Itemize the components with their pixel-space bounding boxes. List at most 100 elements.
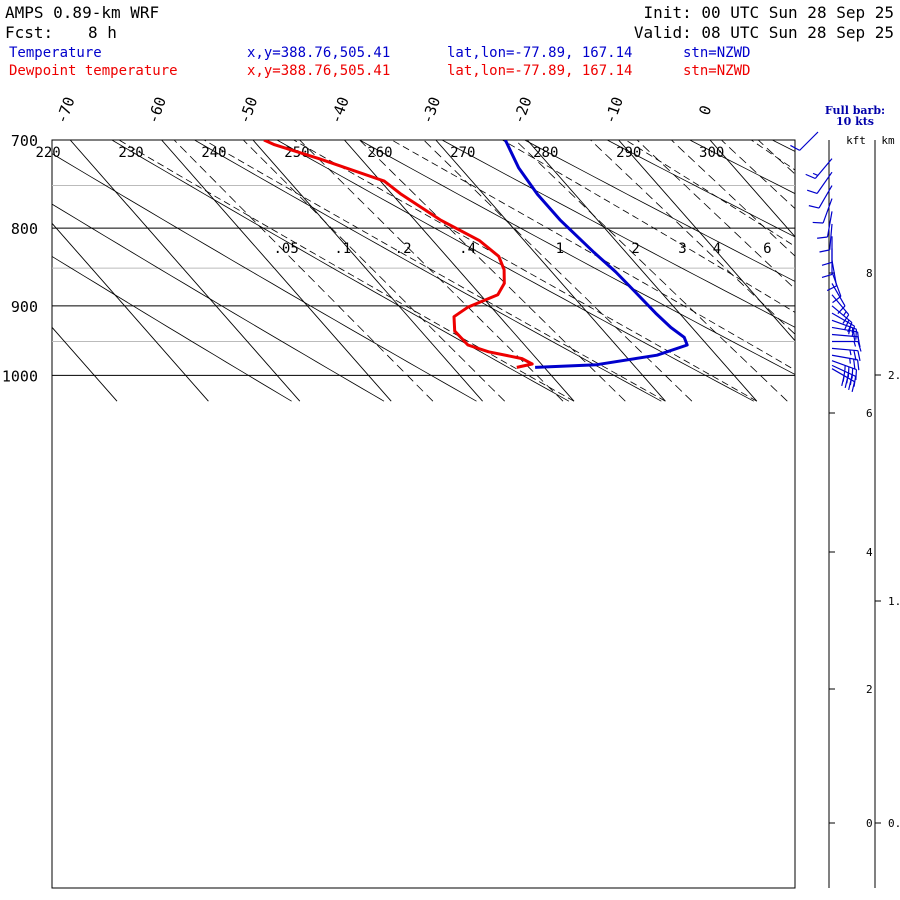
wind-barb [808, 185, 833, 209]
isotherm-label: -40 [327, 94, 353, 126]
wind-barb [831, 294, 850, 324]
wind-barb [805, 158, 833, 180]
isotherm-line [709, 140, 795, 238]
barb-half-flag [849, 358, 851, 364]
barb-staff [814, 158, 833, 179]
mixing-ratio-label: 4 [713, 241, 721, 257]
barb-key-line2: 10 kts [836, 115, 874, 128]
mixing-ratio-line [359, 140, 626, 402]
km-unit-label: km [881, 134, 895, 147]
barb-flag [857, 350, 861, 362]
kft-tick-label: 0 [866, 817, 873, 830]
barb-flag [847, 366, 850, 378]
legend-dewpoint-station: stn=NZWD [683, 63, 751, 79]
legend-dewpoint-latlon: lat,lon=-77.89, 167.14 [447, 63, 633, 79]
barb-half-flag [812, 172, 819, 176]
barb-staff [816, 171, 833, 194]
wind-barb [831, 347, 861, 362]
dry-adiabat-line [359, 140, 795, 375]
barb-staff [829, 223, 833, 250]
kft-unit-label: kft [846, 134, 866, 147]
barb-flag [808, 205, 820, 209]
valid-time: Valid: 08 UTC Sun 28 Sep 25 [633, 23, 894, 42]
barb-flag [819, 249, 830, 253]
isotherm-line [618, 140, 795, 342]
dry-adiabat-label: 220 [35, 145, 60, 161]
barb-flag [821, 261, 833, 266]
moist-adiabat-line [869, 140, 900, 401]
barb-staff [831, 360, 857, 371]
isotherm-label: -60 [144, 94, 170, 126]
barb-staff [826, 211, 833, 238]
dry-adiabat-line [689, 140, 795, 195]
barb-key-icon [790, 131, 819, 151]
mixing-ratio-label: .1 [334, 241, 351, 257]
mixing-ratio-line [515, 140, 788, 402]
barb-flag [855, 329, 858, 340]
legend-dewpoint-name: Dewpoint temperature [9, 63, 178, 79]
barb-flag [857, 331, 860, 343]
barb-staff [831, 294, 850, 316]
legend-temperature-latlon: lat,lon=-77.89, 167.14 [447, 45, 633, 61]
isotherm-label: -70 [52, 94, 78, 126]
barb-key-line1: Full barb: [825, 104, 885, 117]
moist-adiabat-line [118, 140, 575, 402]
mixing-ratio-label: 3 [678, 241, 686, 257]
barb-flag [821, 273, 833, 278]
barb-half-flag [853, 341, 857, 347]
barb-flag [832, 295, 842, 304]
dewpoint-profile-line [263, 140, 534, 369]
barb-staff [831, 333, 858, 338]
legend-temperature-xy: x,y=388.76,505.41 [247, 45, 391, 61]
dry-adiabat-label: 290 [616, 145, 641, 161]
mixing-ratio-line [423, 140, 693, 402]
barb-flag [855, 369, 858, 381]
barb-flag [805, 173, 816, 180]
kft-tick-label: 6 [866, 407, 873, 420]
dry-adiabat-line [607, 140, 795, 238]
init-time: Init: 00 UTC Sun 28 Sep 25 [643, 3, 894, 22]
isotherm-line [526, 140, 758, 402]
dry-adiabat-line [52, 255, 292, 402]
moist-adiabat-line [203, 140, 666, 402]
barb-half-flag [853, 331, 855, 337]
pressure-tick-label: 900 [11, 298, 38, 316]
pressure-tick-label: 1000 [2, 367, 38, 385]
temperature-profile-line [503, 140, 689, 369]
dry-adiabat-line [524, 140, 795, 282]
isotherm-label: -10 [601, 94, 627, 126]
dry-adiabat-line [441, 140, 795, 328]
wind-barb [819, 223, 833, 253]
barb-flag [790, 144, 800, 151]
wind-barb [821, 236, 833, 266]
kft-tick-label: 8 [866, 267, 873, 280]
forecast-value: 8 h [88, 23, 117, 42]
barb-flag [853, 350, 857, 361]
barb-flag [847, 322, 853, 333]
dry-adiabat-label: 240 [201, 145, 226, 161]
barb-staff [831, 354, 858, 361]
forecast-label: Fcst: [5, 23, 54, 42]
barb-half-flag [849, 349, 852, 356]
wind-barb [831, 305, 853, 333]
barb-staff [831, 319, 857, 330]
mixing-ratio-label: 6 [763, 241, 771, 257]
isotherm-line [0, 140, 26, 401]
moist-adiabat-line [502, 140, 795, 313]
barb-flag [853, 358, 856, 370]
model-title: AMPS 0.89-km WRF [5, 3, 160, 22]
kft-tick-label: 4 [866, 546, 873, 559]
dry-adiabat-line [52, 203, 385, 402]
mixing-ratio-label: .05 [274, 241, 299, 257]
legend-temperature-station: stn=NZWD [683, 45, 751, 61]
dry-adiabat-line [855, 140, 900, 401]
isotherm-label: 0 [695, 103, 715, 118]
dry-adiabat-line [111, 140, 570, 402]
barb-flag [851, 325, 856, 337]
isotherm-line [435, 140, 666, 402]
mixing-ratio-label: 2 [631, 241, 639, 257]
barb-flag [842, 371, 846, 382]
dry-adiabat-line [276, 140, 754, 402]
barb-flag [826, 285, 837, 292]
wind-barb [831, 354, 860, 371]
